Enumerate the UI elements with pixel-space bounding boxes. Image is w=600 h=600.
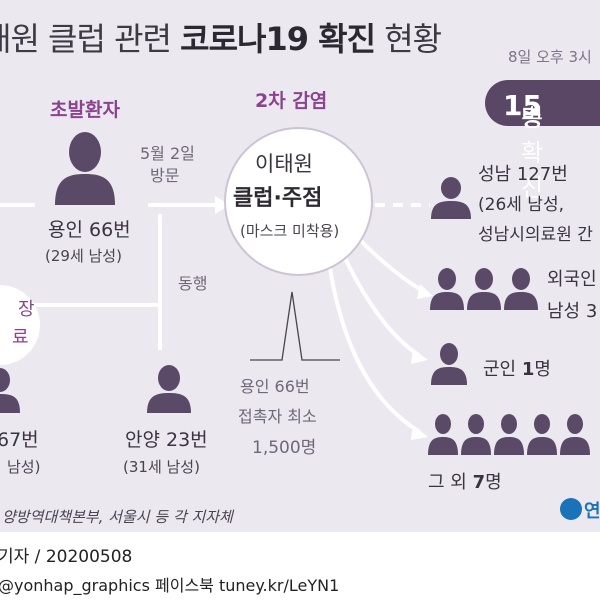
partial-name: 67번 <box>0 429 39 451</box>
foreign-label-1: 외국인 <box>547 269 597 290</box>
date-label: 8일 오후 3시 <box>508 48 592 66</box>
foreign-persons-icon <box>430 268 538 310</box>
total-cases-badge: 총 15 명 확진 <box>485 80 600 202</box>
logo-text: 연 <box>584 501 600 522</box>
source-text: 양방역대책본부, 서울시 등 각 지자체 <box>2 508 233 526</box>
yongin66-detail: (29세 남성) <box>45 247 122 265</box>
club-name: 이태원 <box>255 152 313 176</box>
yonhap-logo-icon <box>560 498 582 520</box>
second-infection-label: 2차 감염 <box>255 90 328 112</box>
anyang-person-icon <box>147 365 191 413</box>
credit-text: 기자 / 20200508 <box>0 547 133 567</box>
spike-graph <box>250 291 340 361</box>
visit-label: 방문 <box>150 166 180 185</box>
yongin66-name: 용인 66번 <box>48 219 131 241</box>
seongnam-detail-2: 성남시의료원 간 <box>478 225 593 245</box>
seongnam-person-icon <box>431 177 471 219</box>
first-patient-label: 초발환자 <box>50 99 120 121</box>
anyang-detail: (31세 남성) <box>123 458 200 476</box>
seongnam-detail-1: (26세 남성, <box>478 195 564 215</box>
page-title: 태원 클럽 관련 코로나19 확진 현황 <box>0 20 442 58</box>
patient-person-icon <box>55 132 115 205</box>
contacts-line2: 접촉자 최소 <box>238 407 317 426</box>
foreign-label-2: 남성 3 <box>547 301 598 322</box>
anyang-name: 안양 23번 <box>125 429 208 451</box>
club-circle <box>224 127 373 276</box>
soldier-person-icon <box>431 343 467 385</box>
visit-date: 5월 2일 <box>140 144 195 163</box>
others-count: 그 외 7명 <box>428 472 502 493</box>
partial-label-1: 장 <box>18 299 35 320</box>
club-mask-note: (마스크 미착용) <box>240 222 340 240</box>
social-text: @yonhap_graphics 페이스북 tuney.kr/LeYN1 <box>0 576 340 595</box>
club-type: 클럽·주점 <box>233 186 323 211</box>
soldier-count: 군인 1명 <box>483 359 551 380</box>
partial-detail: 남성) <box>7 458 41 476</box>
partial-person-icon <box>0 368 20 413</box>
other-persons-icon <box>428 414 590 455</box>
contacts-line1: 용인 66번 <box>240 377 310 396</box>
seongnam-name: 성남 127번 <box>478 164 568 185</box>
contacts-line3: 1,500명 <box>252 438 317 458</box>
partial-label-2: 료 <box>12 327 29 348</box>
accompany-label: 동행 <box>178 274 208 293</box>
